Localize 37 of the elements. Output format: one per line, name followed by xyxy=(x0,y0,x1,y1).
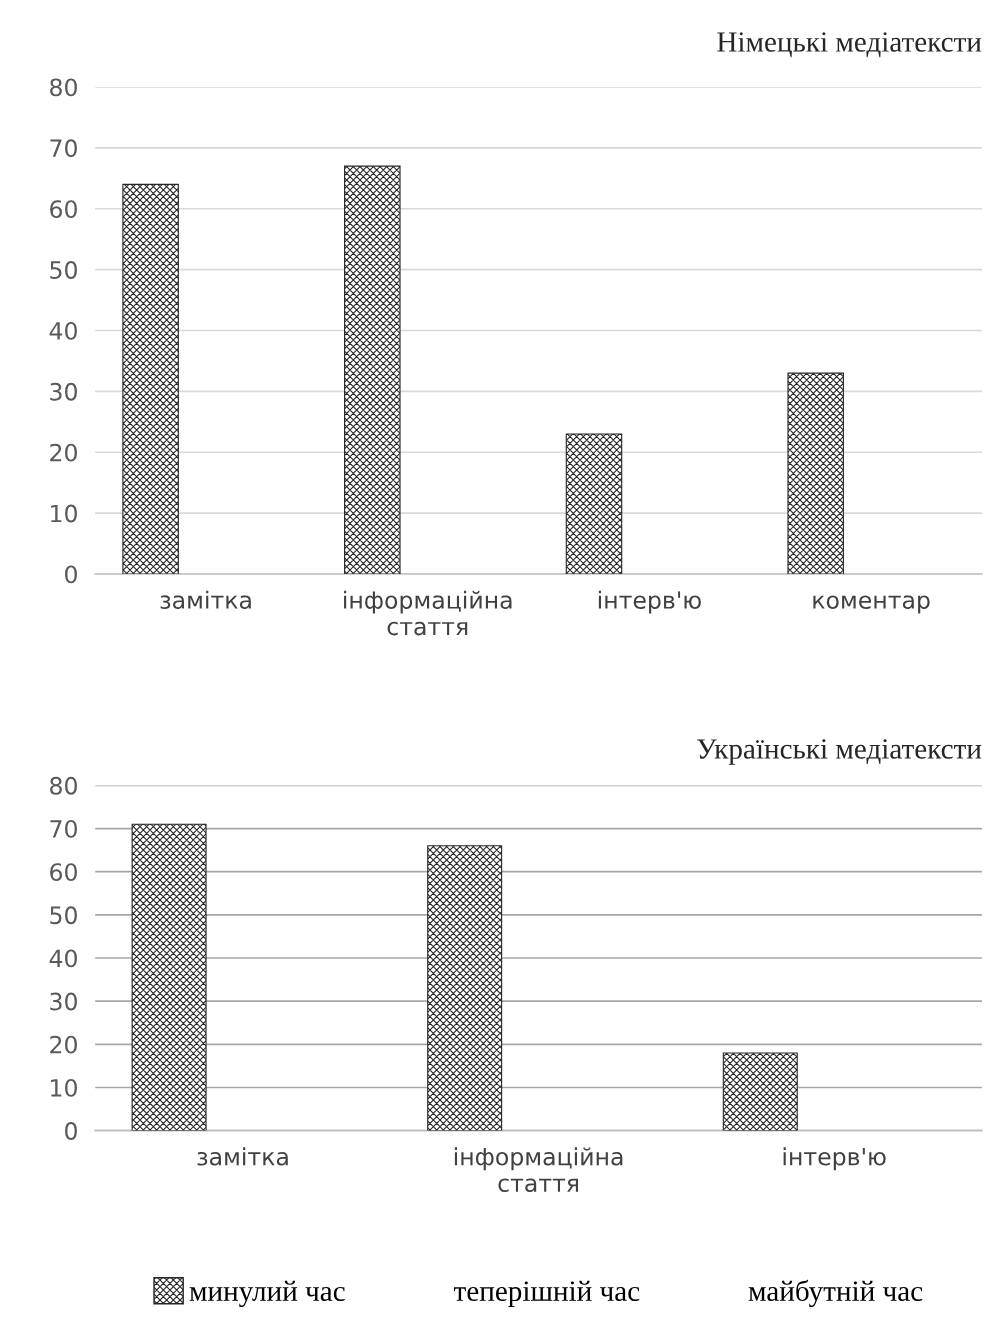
legend-label: минулий час xyxy=(189,1280,345,1308)
y-tick-label: 40 xyxy=(49,949,77,968)
chart-title: Німецькі медіатексти xyxy=(717,32,982,58)
y-tick-label: 80 xyxy=(50,78,77,97)
y-tick-label: 10 xyxy=(51,504,77,523)
bar xyxy=(122,183,179,574)
x-tick-label: замітка xyxy=(160,590,251,609)
y-tick-label: 0 xyxy=(65,565,77,584)
bar xyxy=(344,165,401,574)
y-tick-label: 30 xyxy=(50,382,77,401)
chart-title: Українські медіатексти xyxy=(697,739,982,765)
y-tick-label: 50 xyxy=(50,261,77,279)
y-tick-label: 60 xyxy=(50,200,77,219)
y-tick-label: 70 xyxy=(50,139,77,158)
text: теперішній час xyxy=(453,1280,640,1307)
y-tick-label: 70 xyxy=(50,820,77,838)
bar xyxy=(787,372,844,574)
bar xyxy=(722,1052,798,1131)
bar xyxy=(427,845,503,1131)
text: майбутній час xyxy=(748,1279,923,1308)
x-tick-label: інтерв'ю xyxy=(598,590,701,614)
y-tick-label: 20 xyxy=(50,443,77,462)
x-tick-label: коментар xyxy=(813,595,930,614)
y-tick-label: 40 xyxy=(49,321,77,340)
y-tick-label: 50 xyxy=(50,906,77,925)
y-tick-label: 30 xyxy=(50,992,77,1011)
y-tick-label: 80 xyxy=(50,776,77,795)
x-tick-label: замітка xyxy=(197,1147,288,1166)
bar xyxy=(131,823,207,1131)
bar xyxy=(565,433,623,574)
x-tick-label: інтерв'ю xyxy=(783,1147,886,1171)
y-tick-label: 60 xyxy=(50,863,77,882)
y-tick-label: 20 xyxy=(50,1035,77,1054)
y-tick-label: 0 xyxy=(65,1122,77,1140)
y-tick-label: 10 xyxy=(51,1078,77,1097)
x-tick-label: інформаційна стаття xyxy=(344,590,512,636)
x-tick-label: інформаційна стаття xyxy=(454,1147,623,1192)
